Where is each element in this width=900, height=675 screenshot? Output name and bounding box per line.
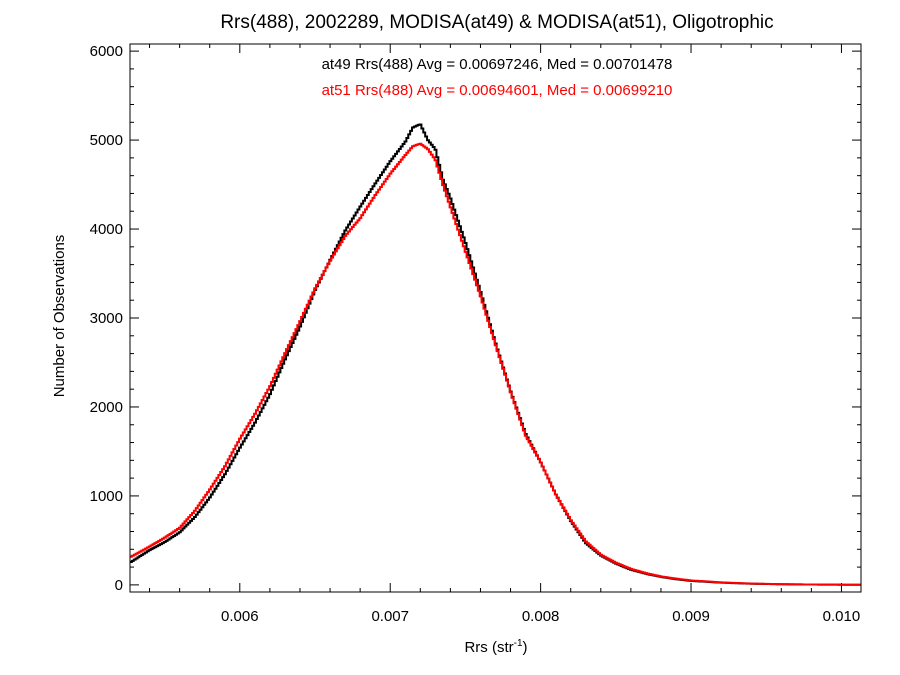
plot-frame — [129, 43, 862, 593]
series-at49 — [130, 123, 861, 586]
stat-label-at49: at49 Rrs(488) Avg = 0.00697246, Med = 0.… — [322, 56, 673, 73]
stat-label-at51: at51 Rrs(488) Avg = 0.00694601, Med = 0.… — [322, 82, 673, 99]
y-tick-label: 0 — [115, 577, 123, 594]
x-tick-label: 0.009 — [672, 608, 710, 625]
histogram-line-at51 — [130, 142, 861, 586]
y-axis-label: Number of Observations — [51, 235, 68, 398]
x-axis-label-base: Rrs (str — [464, 639, 513, 656]
series-at51 — [130, 142, 861, 586]
axis-ticks: 0.006 0.007 0.008 0.009 0.010 0 1000 2000 3000 40… — [90, 43, 861, 625]
x-tick-label: 0.006 — [221, 608, 259, 625]
y-tick-label: 3000 — [90, 310, 123, 327]
y-tick-label: 4000 — [90, 221, 123, 238]
x-tick-label: 0.010 — [823, 608, 861, 625]
y-tick-label: 2000 — [90, 399, 123, 416]
series-layer — [130, 123, 861, 586]
histogram-line-at49 — [130, 123, 861, 586]
x-axis-label-close: ) — [523, 639, 528, 656]
chart-title: Rrs(488), 2002289, MODISA(at49) & MODISA… — [220, 12, 773, 33]
x-tick-label: 0.007 — [371, 608, 409, 625]
x-axis-label-exponent: -1 — [514, 638, 523, 649]
y-tick-label: 6000 — [90, 43, 123, 60]
y-tick-label: 1000 — [90, 488, 123, 505]
y-tick-label: 5000 — [90, 132, 123, 149]
x-tick-label: 0.008 — [522, 608, 560, 625]
x-axis-label: Rrs (str-1) — [464, 638, 527, 656]
